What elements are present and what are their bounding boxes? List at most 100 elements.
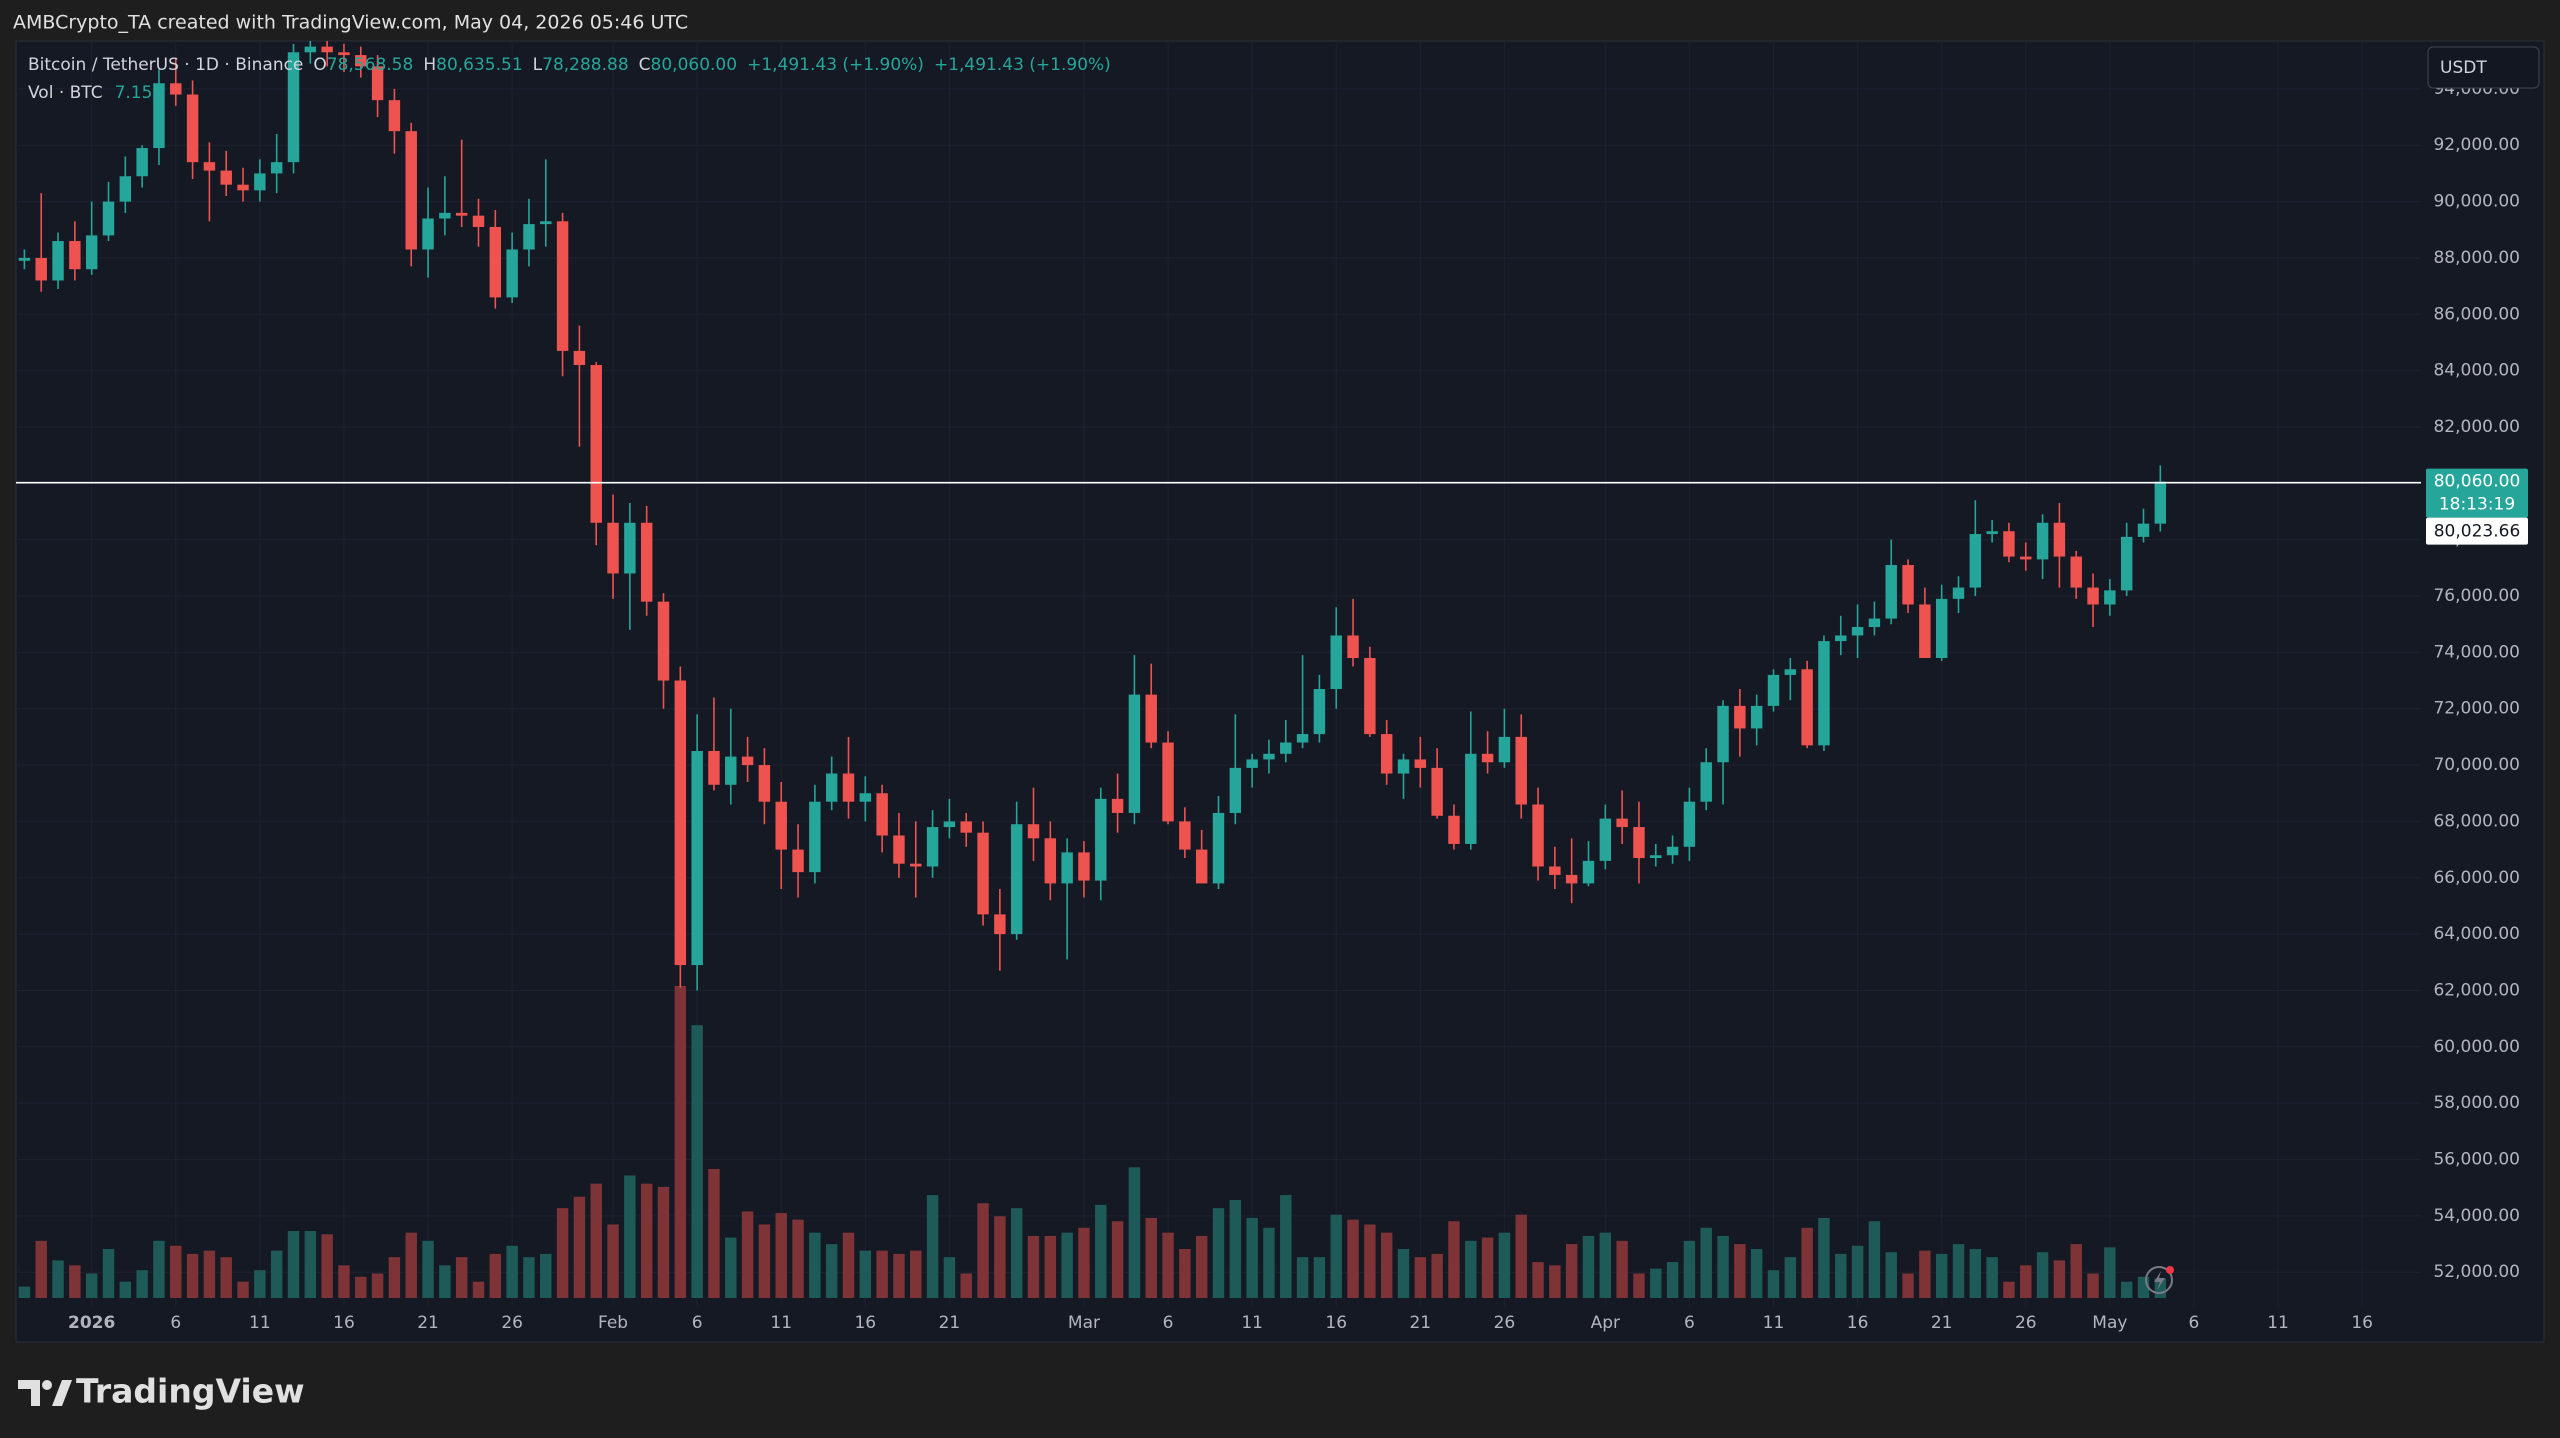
candle-body	[1313, 688, 1326, 735]
volume-bar	[338, 1265, 350, 1298]
candle-body	[1885, 565, 1897, 619]
candle-body	[708, 750, 720, 785]
x-tick-label: 26	[1494, 1313, 1516, 1333]
candle-body	[1145, 694, 1157, 743]
candle-body	[674, 680, 687, 966]
volume-bar	[52, 1260, 64, 1298]
volume-bar	[1700, 1227, 1712, 1298]
volume-bar	[708, 1168, 720, 1298]
candle-body	[910, 863, 922, 867]
y-tick-label: 88,000.00	[2433, 248, 2520, 268]
volume-bar	[624, 1175, 636, 1298]
x-tick-label: 26	[2015, 1313, 2037, 1333]
x-tick-label: 16	[2351, 1313, 2373, 1333]
candle-body	[1633, 827, 1645, 859]
candle-body	[2104, 590, 2116, 605]
last-price-label: 80,060.00	[2434, 472, 2521, 492]
candle-body	[1700, 762, 1712, 802]
x-tick-label: 16	[1325, 1313, 1347, 1333]
volume-bar	[1969, 1248, 1982, 1298]
candle-body	[540, 221, 552, 225]
candle-body	[1549, 866, 1561, 875]
candle-body	[1229, 767, 1242, 813]
close-value: 80,060.00	[651, 55, 738, 75]
volume-bar	[2036, 1252, 2049, 1298]
volume-bar	[1532, 1262, 1544, 1298]
volume-bar	[1666, 1262, 1679, 1298]
candle-body	[1465, 753, 1477, 844]
volume-bar	[1851, 1245, 1864, 1298]
candle-body	[1431, 767, 1443, 816]
volume-bar	[2020, 1265, 2032, 1298]
candle-body	[1364, 658, 1376, 735]
alert-icon	[2145, 1266, 2174, 1294]
x-tick-label: 11	[1241, 1313, 1263, 1333]
candle-body	[1818, 641, 1830, 746]
volume-bar	[2154, 1278, 2167, 1298]
candle-body	[1010, 824, 1023, 935]
candle-body	[2020, 556, 2032, 560]
volume-bar	[893, 1253, 905, 1298]
volume-bar	[1717, 1235, 1729, 1298]
candle-body	[792, 849, 804, 873]
volume-bar	[1078, 1227, 1090, 1298]
candle-body	[1734, 705, 1746, 729]
volume-bar	[674, 986, 687, 1298]
volume-bar	[1179, 1248, 1191, 1298]
volume-bar	[2070, 1244, 2082, 1298]
volume-bar	[926, 1195, 939, 1298]
candle-body	[1952, 587, 1965, 599]
volume-bar	[1397, 1248, 1410, 1298]
candle-body	[1179, 821, 1191, 850]
h-key: H	[423, 55, 436, 75]
x-tick-label: 21	[1409, 1313, 1431, 1333]
volume-bar	[876, 1250, 888, 1298]
volume-bar	[1061, 1232, 1073, 1298]
volume-bar	[35, 1240, 47, 1298]
candle-body	[472, 215, 485, 227]
volume-bar	[640, 1183, 653, 1298]
y-tick-label: 58,000.00	[2433, 1093, 2520, 1113]
currency-button[interactable]	[2427, 46, 2540, 89]
candle-body	[1263, 753, 1275, 760]
x-tick-label: 11	[249, 1313, 271, 1333]
plot-area	[18, 41, 2167, 1298]
candle-body	[1397, 759, 1410, 774]
candle-body	[321, 46, 333, 53]
volume-bar	[136, 1270, 148, 1298]
x-tick-label: 6	[170, 1313, 181, 1333]
volume-bar	[556, 1208, 569, 1298]
l-key: L	[533, 55, 543, 75]
candle-body	[1902, 565, 1914, 605]
volume-bar	[1767, 1270, 1780, 1298]
candle-body	[960, 821, 972, 833]
volume-bar	[825, 1244, 838, 1298]
candle-body	[1162, 742, 1174, 822]
volume-bar	[1919, 1250, 1931, 1298]
candle-body	[2053, 522, 2066, 557]
grid	[16, 41, 2421, 1306]
volume-bar	[1481, 1237, 1494, 1298]
x-tick-label: 6	[692, 1313, 703, 1333]
high-value: 80,635.51	[436, 55, 523, 75]
chart-pane	[15, 40, 2545, 1343]
candle-body	[556, 221, 569, 351]
x-tick-label: Mar	[1068, 1313, 1100, 1333]
candle-body	[338, 52, 350, 56]
candle-body	[1515, 736, 1527, 805]
volume-bar	[153, 1240, 165, 1298]
volume-bar	[371, 1273, 384, 1298]
x-tick-label: 21	[417, 1313, 439, 1333]
volume-bar	[1750, 1248, 1763, 1298]
volume-bar	[573, 1196, 586, 1298]
volume-bar	[943, 1257, 956, 1298]
volume-bar	[69, 1265, 81, 1298]
candle-body	[69, 241, 81, 270]
candle-body	[85, 235, 98, 270]
candle-body	[640, 522, 653, 602]
candle-body	[1565, 874, 1578, 884]
volume-bar	[237, 1281, 249, 1298]
candle-body	[2154, 481, 2167, 524]
volume-bar	[1582, 1235, 1595, 1298]
